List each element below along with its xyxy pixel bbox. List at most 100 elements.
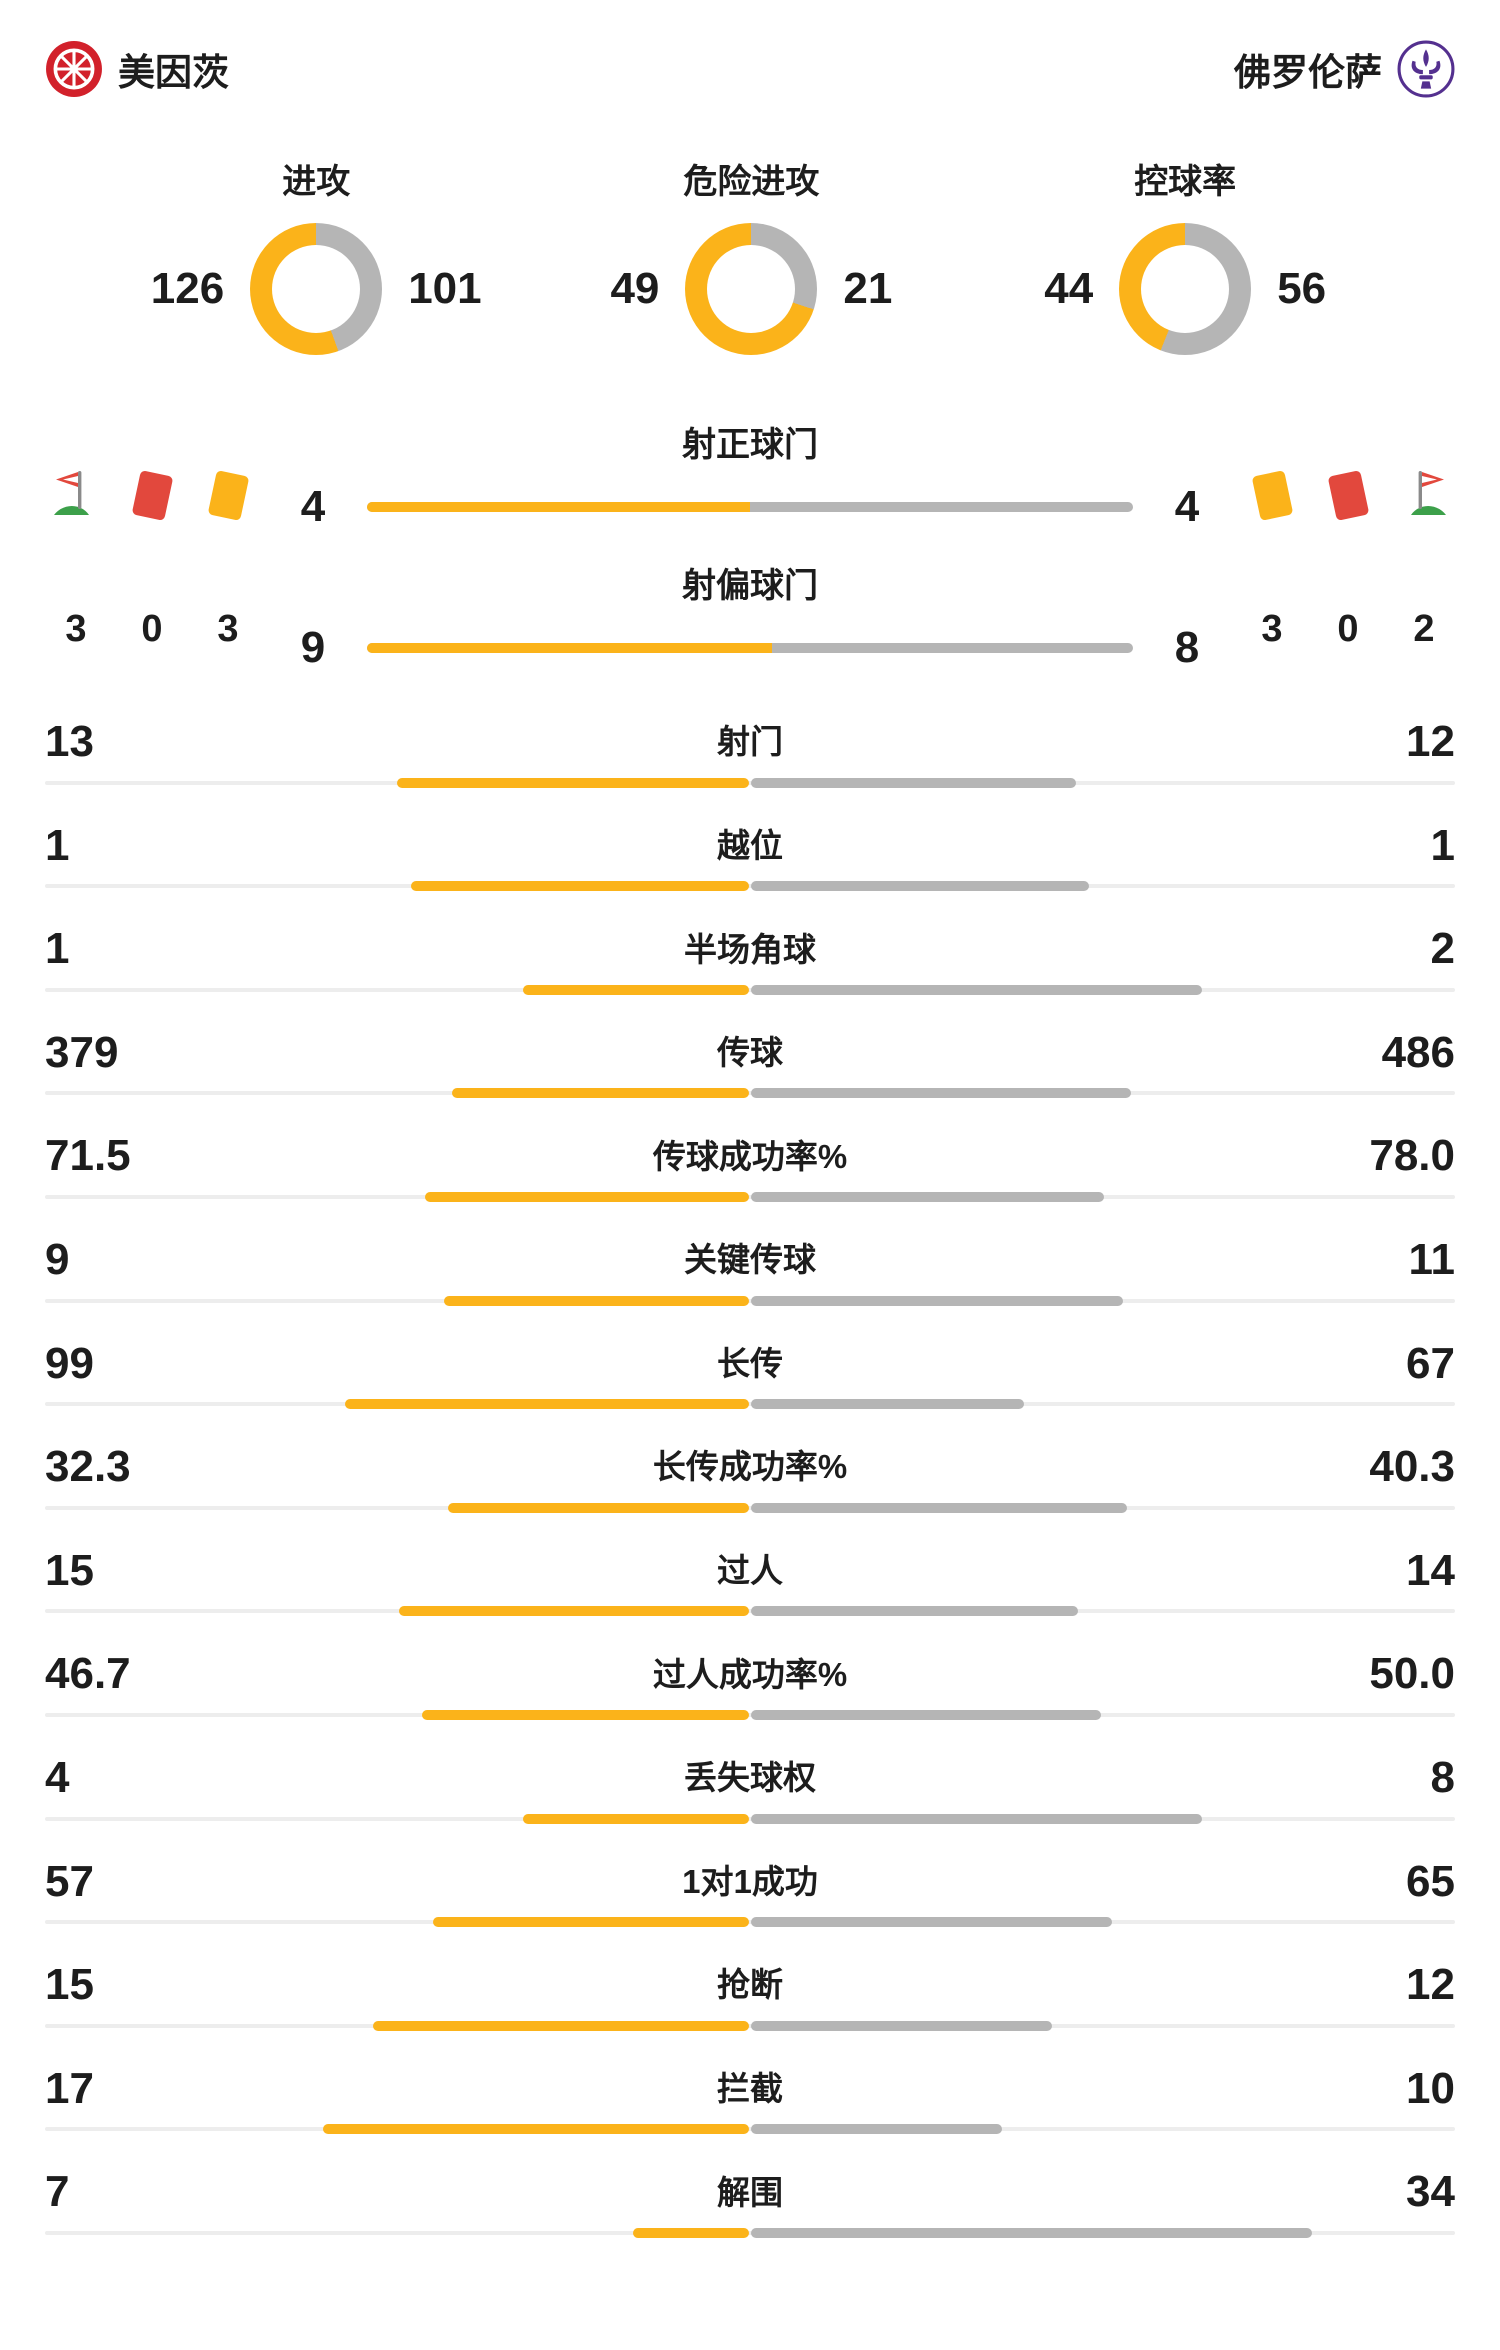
home-bar [447,1502,749,1513]
donut-group: 控球率 44 56 [1021,154,1349,355]
away-value: 12 [1406,1960,1455,2010]
shot-stat-block: 射正球门 4 4 [287,417,1213,532]
bar-track [45,1609,1455,1614]
home-bar [633,2227,749,2238]
home-value: 4 [300,482,326,531]
stat-label: 丢失球权 [684,1759,816,1797]
stat-bar [367,643,1133,653]
yellow-card-icon [1251,470,1293,521]
home-bar [444,1295,749,1306]
bar-track [45,2230,1455,2235]
donut-label: 进攻 [282,163,351,201]
away-value: 486 [1381,1027,1455,1077]
stats-list: 13 射门 12 1 越位 1 [45,717,1455,2238]
stat-bar [45,2227,1455,2238]
stat-bar [45,2020,1455,2031]
away-bar [751,881,1090,892]
stat-bar [367,502,1133,512]
away-bar [751,984,1203,995]
stat-row: 99 长传 67 [45,1339,1455,1410]
away-red-card-count: 0 [1337,608,1359,650]
donut-away-value: 21 [843,264,893,313]
away-bar [751,2124,1002,2135]
home-value: 7 [45,2167,70,2217]
stat-bar [45,1399,1455,1410]
home-value: 46.7 [45,1649,131,1699]
bar-track [45,2023,1455,2028]
stat-bar [45,1502,1455,1513]
stat-row: 32.3 长传成功率% 40.3 [45,1442,1455,1513]
away-bar [751,1606,1078,1617]
red-card-icon [131,470,173,521]
stat-label: 过人成功率% [652,1655,848,1693]
away-value: 4 [1174,482,1200,531]
stat-label: 过人 [717,1552,783,1590]
home-value: 13 [45,717,94,766]
header: 美因茨 佛罗伦萨 [45,40,1455,98]
home-value: 15 [45,1545,94,1595]
away-corner-count: 2 [1413,608,1435,650]
away-value: 50.0 [1369,1649,1455,1699]
away-value: 65 [1406,1856,1455,1906]
stat-label: 长传成功率% [652,1448,848,1486]
away-bar [751,1088,1132,1099]
home-value: 15 [45,1960,94,2010]
away-team-name: 佛罗伦萨 [1234,52,1382,93]
home-bar [410,881,749,892]
bar-track [45,987,1455,992]
home-bar [322,2124,749,2135]
stat-row: 4 丢失球权 8 [45,1753,1455,1824]
stat-row: 15 抢断 12 [45,1960,1455,2031]
stat-label: 长传 [717,1344,783,1382]
donut-label: 控球率 [1134,163,1237,201]
away-bar [751,1191,1105,1202]
match-stats-panel: 美因茨 佛罗伦萨 进攻 126 [45,40,1455,2238]
home-bar [367,643,773,653]
stat-label: 传球成功率% [652,1137,848,1175]
away-bar [751,1502,1127,1513]
home-value: 71.5 [45,1131,131,1181]
away-bar [751,777,1076,788]
stat-label: 越位 [717,826,783,864]
away-bar [751,1917,1112,1928]
away-bar [751,2020,1052,2031]
donut-away-value: 56 [1277,264,1327,313]
bar-track [45,780,1455,785]
home-value: 57 [45,1856,94,1906]
home-value: 379 [45,1027,119,1077]
home-bar [425,1191,749,1202]
home-bar [367,502,750,512]
stat-row: 15 过人 14 [45,1546,1455,1617]
home-bar [523,984,749,995]
corner-flag-icon [1396,465,1452,526]
home-value: 17 [45,2063,94,2113]
away-value: 2 [1430,924,1455,974]
red-card-icon [1327,470,1369,521]
donut-home-value: 44 [1044,264,1094,313]
stat-bar [45,984,1455,995]
home-value: 1 [45,820,70,870]
home-corner-count: 3 [65,608,87,650]
stat-bar [45,1917,1455,1928]
stat-label: 抢断 [717,1966,783,2004]
stat-row: 379 传球 486 [45,1028,1455,1099]
home-value: 99 [45,1338,94,1388]
away-value: 12 [1406,717,1455,766]
donut-label: 危险进攻 [683,163,820,201]
donut-ring-chart [250,223,383,355]
home-bar [345,1399,749,1410]
donut-group: 进攻 126 101 [151,154,482,355]
stat-row: 13 射门 12 [45,717,1455,788]
home-bar [372,2020,749,2031]
away-value: 1 [1430,820,1455,870]
away-value: 67 [1406,1338,1455,1388]
stat-label: 传球 [717,1034,783,1072]
bar-track [45,1920,1455,1925]
home-bar [432,1917,749,1928]
stat-row: 7 解围 34 [45,2167,1455,2238]
home-bar [397,777,749,788]
away-value: 8 [1430,1752,1455,1802]
fiorentina-logo-icon [1397,40,1455,98]
donut-ring-chart [1119,223,1252,355]
away-bar [751,1295,1124,1306]
